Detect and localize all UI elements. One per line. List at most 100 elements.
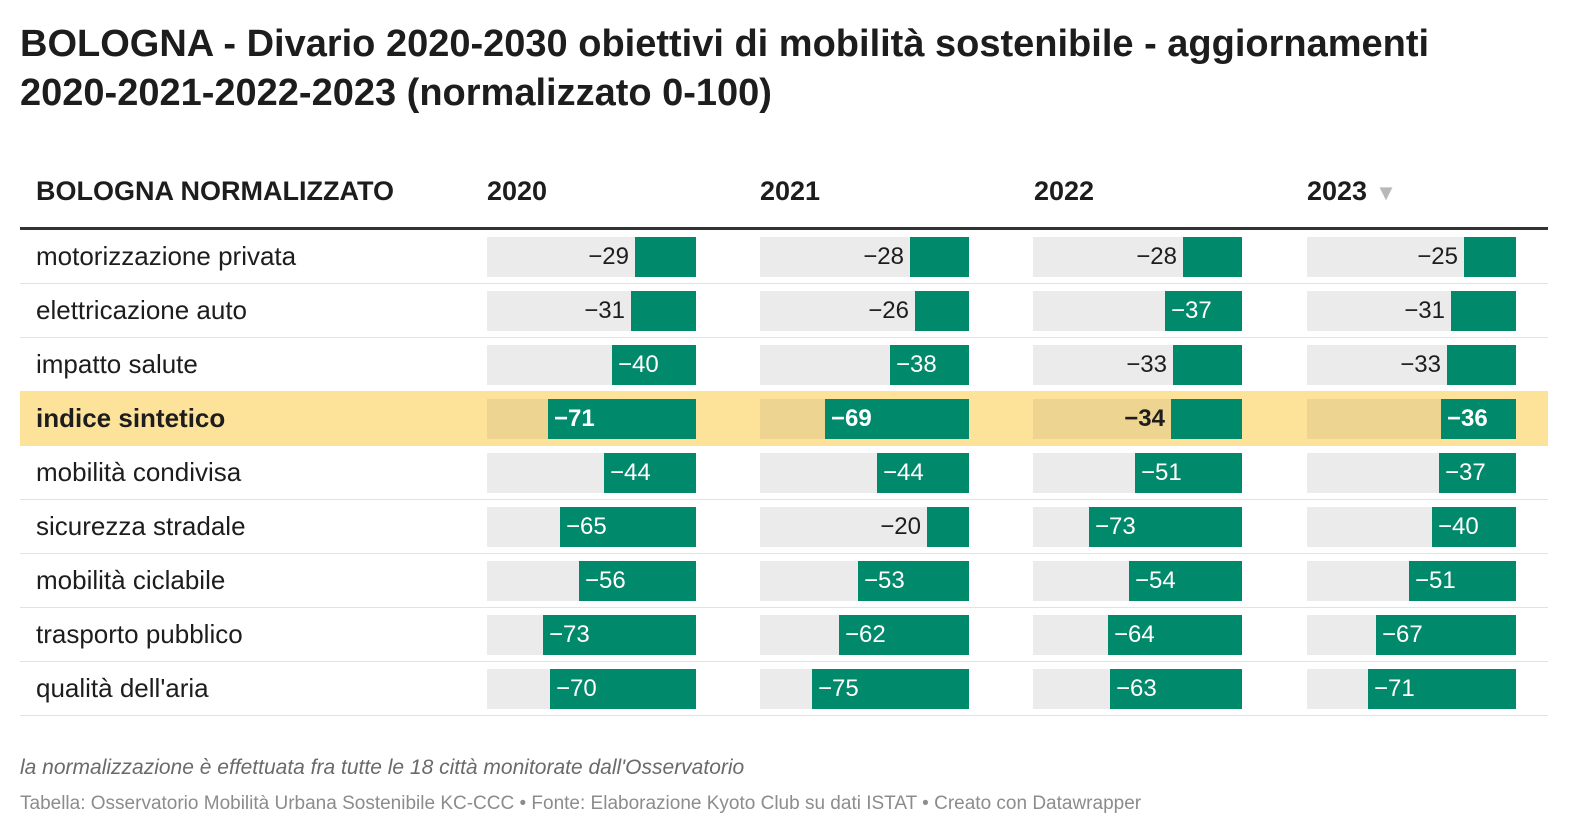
bar-track: −37 xyxy=(1307,453,1516,493)
value-bar xyxy=(858,561,969,601)
value-label: −54 xyxy=(1135,567,1176,594)
table-row: mobilità ciclabile −56 −53 −54 −51 xyxy=(20,554,1548,608)
bar-track: −65 xyxy=(487,507,696,547)
bar-track: −71 xyxy=(1307,669,1516,709)
bar-track: −71 xyxy=(487,399,696,439)
bar-track: −29 xyxy=(487,237,696,277)
row-label: elettricazione auto xyxy=(36,295,248,325)
column-header-2022[interactable]: 2022 xyxy=(1034,176,1095,206)
column-header-2020[interactable]: 2020 xyxy=(487,176,548,206)
table-row: motorizzazione privata −29 −28 −28 −25 xyxy=(20,230,1548,284)
value-label: −33 xyxy=(1400,351,1441,378)
row-label: sicurezza stradale xyxy=(36,511,246,541)
value-label: −33 xyxy=(1126,351,1167,378)
value-bar xyxy=(1447,345,1516,385)
footnote: la normalizzazione è effettuata fra tutt… xyxy=(20,756,745,779)
bar-track: −63 xyxy=(1033,669,1242,709)
value-label: −38 xyxy=(896,351,937,378)
row-label: trasporto pubblico xyxy=(36,619,243,649)
value-bar xyxy=(927,507,969,547)
value-bar xyxy=(631,291,696,331)
value-bar xyxy=(812,669,969,709)
value-label: −34 xyxy=(1124,405,1165,432)
value-bar xyxy=(612,345,696,385)
value-bar xyxy=(1432,507,1516,547)
value-label: −70 xyxy=(556,675,597,702)
value-label: −37 xyxy=(1171,297,1212,324)
value-label: −63 xyxy=(1116,675,1157,702)
bar-track: −44 xyxy=(487,453,696,493)
bar-track: −62 xyxy=(760,615,969,655)
value-label: −36 xyxy=(1447,405,1488,432)
column-header-2023[interactable]: 2023 ▼ xyxy=(1307,176,1397,207)
bar-track: −69 xyxy=(760,399,969,439)
value-bar xyxy=(890,345,969,385)
row-label: mobilità condivisa xyxy=(36,457,242,487)
source-credit: Tabella: Osservatorio Mobilità Urbana So… xyxy=(20,793,1142,814)
value-bar xyxy=(1108,615,1242,655)
value-label: −64 xyxy=(1114,621,1155,648)
row-header-label[interactable]: BOLOGNA NORMALIZZATO xyxy=(36,176,394,206)
value-bar xyxy=(1451,291,1516,331)
value-label: −75 xyxy=(818,675,859,702)
value-label: −69 xyxy=(831,405,872,432)
value-bar xyxy=(550,669,696,709)
table-row: impatto salute −40 −38 −33 −33 xyxy=(20,338,1548,392)
value-label: −71 xyxy=(554,405,595,432)
value-bar xyxy=(1441,399,1516,439)
bar-track: −67 xyxy=(1307,615,1516,655)
value-bar xyxy=(1089,507,1242,547)
value-bar xyxy=(825,399,969,439)
value-bar xyxy=(548,399,696,439)
chart-title: BOLOGNA - Divario 2020-2030 obiettivi di… xyxy=(20,23,1430,114)
bar-track: −31 xyxy=(1307,291,1516,331)
value-bar xyxy=(877,453,969,493)
row-label: qualità dell'aria xyxy=(36,673,209,703)
value-label: −40 xyxy=(618,351,659,378)
bar-track: −33 xyxy=(1033,345,1242,385)
value-label: −28 xyxy=(1136,243,1177,270)
bar-track: −20 xyxy=(760,507,969,547)
table-row: elettricazione auto −31 −26 −37 −31 xyxy=(20,284,1548,338)
value-bar xyxy=(1165,291,1242,331)
bar-track: −31 xyxy=(487,291,696,331)
value-label: −71 xyxy=(1374,675,1415,702)
row-label: mobilità ciclabile xyxy=(36,565,226,595)
bar-track: −51 xyxy=(1033,453,1242,493)
row-label: impatto salute xyxy=(36,349,198,379)
value-label: −31 xyxy=(584,297,625,324)
row-label: indice sintetico xyxy=(36,403,226,433)
bar-track: −64 xyxy=(1033,615,1242,655)
bar-track: −28 xyxy=(1033,237,1242,277)
value-bar xyxy=(1409,561,1516,601)
value-label: −26 xyxy=(868,297,909,324)
bar-track: −70 xyxy=(487,669,696,709)
value-bar xyxy=(1173,345,1242,385)
bar-track: −54 xyxy=(1033,561,1242,601)
sort-descending-icon[interactable]: ▼ xyxy=(1375,180,1397,205)
bar-track: −40 xyxy=(1307,507,1516,547)
bar-track: −73 xyxy=(487,615,696,655)
table-body: motorizzazione privata −29 −28 −28 −25 elettr… xyxy=(20,230,1548,716)
bar-track: −36 xyxy=(1307,399,1516,439)
value-label: −67 xyxy=(1382,621,1423,648)
bar-track: −53 xyxy=(760,561,969,601)
value-label: −31 xyxy=(1404,297,1445,324)
value-bar xyxy=(635,237,696,277)
bar-track: −75 xyxy=(760,669,969,709)
value-label: −44 xyxy=(610,459,651,486)
value-bar xyxy=(915,291,969,331)
value-bar xyxy=(1464,237,1516,277)
value-label: −53 xyxy=(864,567,905,594)
value-label: −29 xyxy=(588,243,629,270)
value-bar xyxy=(1376,615,1516,655)
table-row: trasporto pubblico −73 −62 −64 −67 xyxy=(20,608,1548,662)
table-row: indice sintetico −71 −69 −34 −36 xyxy=(20,392,1548,446)
bar-track: −25 xyxy=(1307,237,1516,277)
column-header-2021[interactable]: 2021 xyxy=(760,176,821,206)
value-label: −73 xyxy=(1095,513,1136,540)
value-bar xyxy=(579,561,696,601)
value-label: −62 xyxy=(845,621,886,648)
bar-track: −37 xyxy=(1033,291,1242,331)
value-label: −65 xyxy=(566,513,607,540)
